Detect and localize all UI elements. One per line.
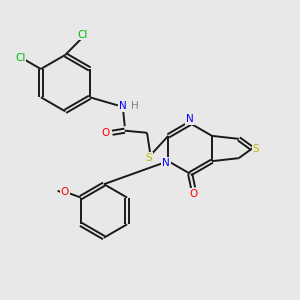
Text: S: S [253,143,259,154]
Text: N: N [186,114,194,124]
Text: Cl: Cl [15,53,26,63]
Text: O: O [189,189,197,199]
Text: N: N [119,101,127,111]
Text: O: O [61,188,69,197]
Text: Cl: Cl [77,30,87,40]
Text: H: H [131,101,139,111]
Text: S: S [145,153,152,163]
Text: N: N [162,158,170,168]
Text: O: O [101,128,110,138]
